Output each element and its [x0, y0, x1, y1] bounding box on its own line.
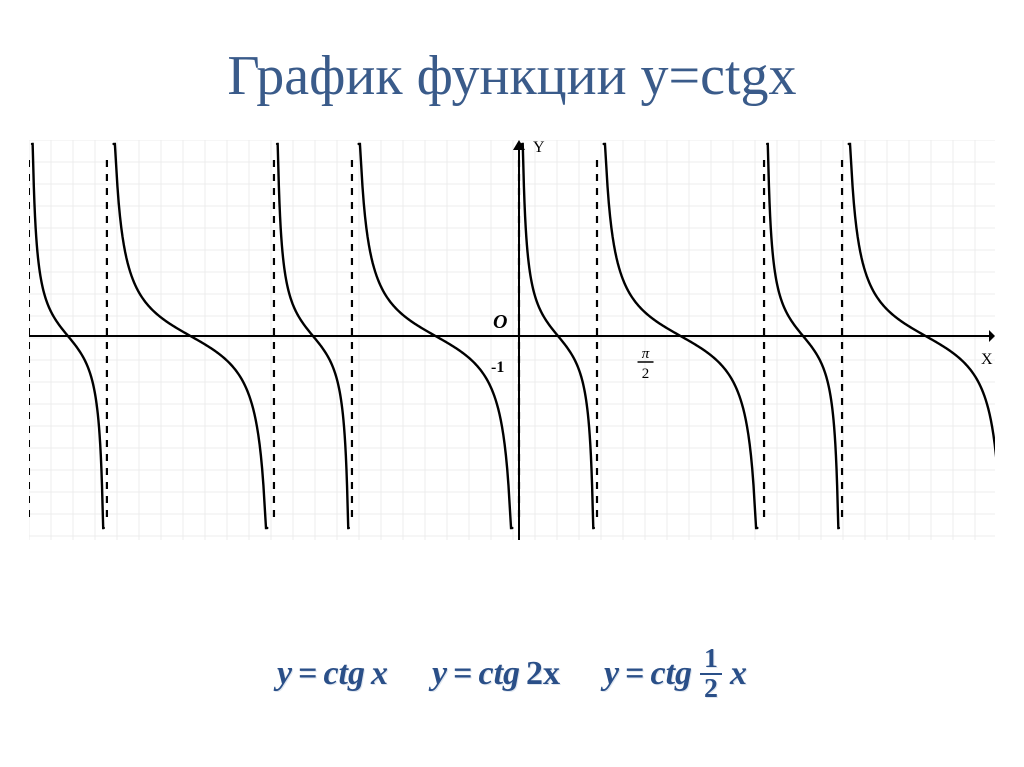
eq: = [298, 655, 317, 693]
page-title: График функции y=ctgx [0, 44, 1024, 108]
frac-den: 2 [700, 675, 722, 703]
svg-text:Y: Y [533, 140, 545, 156]
var-y: y [277, 655, 292, 693]
formula-ctg-2x: y = ctg 2x [432, 645, 560, 703]
eq: = [453, 655, 472, 693]
chart-asymptotes [29, 160, 842, 520]
svg-text:O: O [493, 311, 507, 333]
formulas-row: y = ctg x y = ctg 2x y = ctg 1 2 x [0, 645, 1024, 703]
chart-grid [29, 140, 995, 540]
svg-text:2: 2 [642, 366, 650, 382]
fn: ctg [478, 655, 520, 693]
formula-ctg-x: y = ctg x [277, 645, 388, 703]
fn: ctg [651, 655, 693, 693]
frac-num: 1 [700, 645, 722, 673]
eq: = [625, 655, 644, 693]
var-y: y [432, 655, 447, 693]
var-y: y [604, 655, 619, 693]
svg-text:X: X [981, 351, 993, 368]
arg: 2x [526, 655, 560, 693]
formula-ctg-half-x: y = ctg 1 2 x [604, 645, 747, 703]
slide-root: График функции y=ctgx Y X O -1 π 2 y = ctg x … [0, 0, 1024, 767]
fraction-half: 1 2 [700, 645, 722, 703]
cotangent-chart: Y X O -1 π 2 [29, 140, 995, 540]
arg: x [730, 655, 747, 693]
arg: x [371, 655, 388, 693]
fn: ctg [323, 655, 365, 693]
svg-text:π: π [642, 346, 650, 362]
chart-axes [29, 140, 995, 540]
svg-text:-1: -1 [491, 359, 504, 376]
